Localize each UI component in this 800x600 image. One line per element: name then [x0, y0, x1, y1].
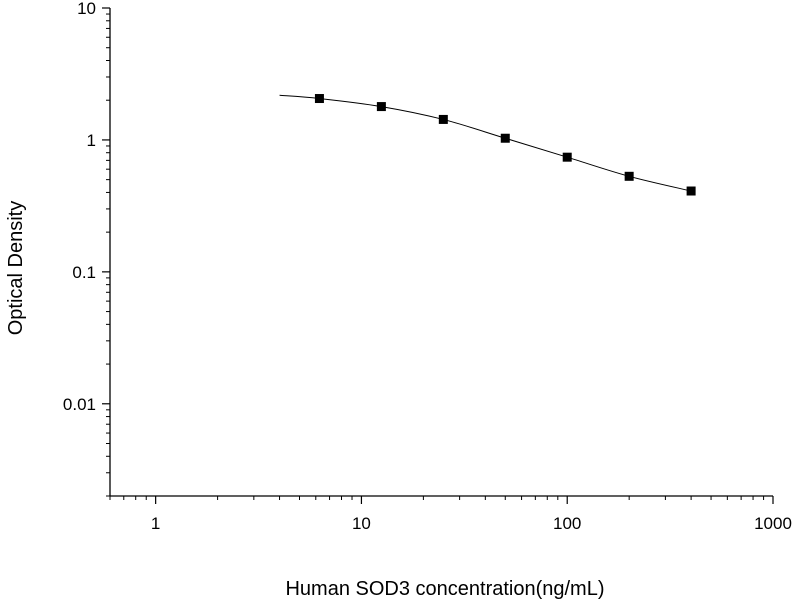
y-tick-label: 10: [77, 0, 96, 18]
x-tick-label: 100: [553, 514, 581, 533]
data-point: [562, 152, 572, 162]
data-points-layer: [314, 94, 696, 196]
data-point: [376, 102, 386, 112]
y-tick-label: 1: [87, 131, 96, 150]
data-point: [500, 133, 510, 143]
x-tick-label: 1000: [754, 514, 792, 533]
data-point: [314, 94, 324, 104]
x-tick-label: 10: [352, 514, 371, 533]
fit-curve: [279, 94, 692, 192]
y-tick-label: 0.1: [72, 263, 96, 282]
axes: [109, 8, 773, 497]
data-point: [624, 171, 634, 181]
data-point: [686, 186, 696, 196]
ticks: 1 10 100 1000 0.01 0.1 1 10: [63, 0, 792, 533]
data-point: [438, 114, 448, 124]
x-axis-title: Human SOD3 concentration(ng/mL): [285, 578, 604, 600]
fit-curve-layer: [279, 94, 692, 192]
y-axis-title: Optical Density: [5, 201, 27, 336]
x-tick-label: 1: [151, 514, 160, 533]
y-tick-label: 0.01: [63, 395, 96, 414]
